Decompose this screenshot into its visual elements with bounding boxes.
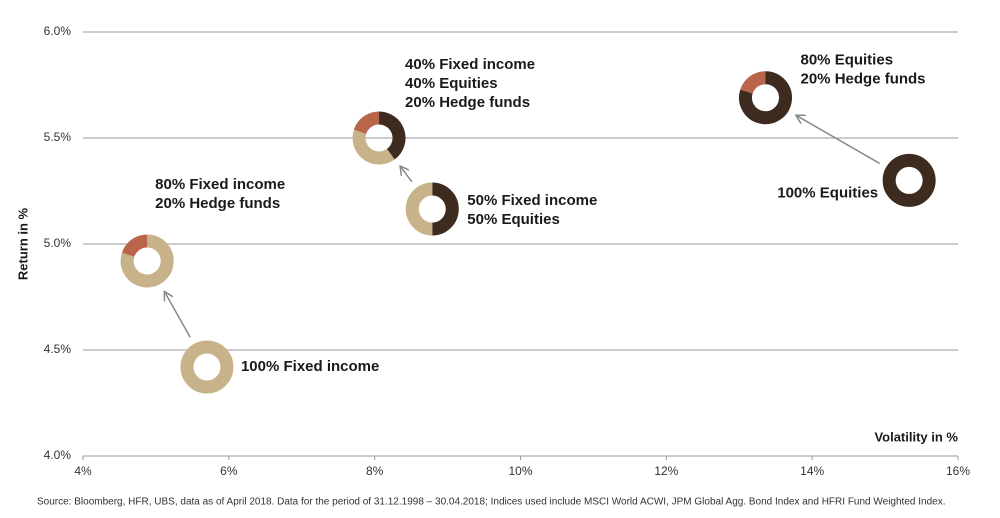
donut-point (120, 234, 174, 288)
y-tick-label: 4.5% (44, 342, 72, 356)
point-label: 100% Fixed income (241, 358, 379, 375)
x-tick-label: 8% (366, 464, 384, 478)
donut-segment (405, 182, 433, 236)
point-label: 80% Equities (801, 52, 894, 69)
source-note: Source: Bloomberg, HFR, UBS, data as of … (37, 497, 945, 508)
x-tick-label: 10% (508, 464, 532, 478)
x-tick-label: 12% (654, 464, 678, 478)
point-label: 20% Hedge funds (405, 94, 530, 111)
donut-point (180, 340, 234, 394)
donut-segment (353, 111, 380, 135)
x-tick-label: 14% (800, 464, 824, 478)
donut-point (352, 111, 406, 165)
point-label: 40% Fixed income (405, 56, 535, 73)
point-label: 20% Hedge funds (801, 71, 926, 88)
donut-segment (121, 234, 148, 258)
point-label: 80% Fixed income (155, 176, 285, 193)
y-tick-label: 4.0% (44, 448, 72, 462)
point-label: 20% Hedge funds (155, 195, 280, 212)
y-axis-title: Return in % (15, 207, 30, 280)
arrow (165, 292, 191, 338)
donut-segment (431, 182, 459, 236)
donut-segment (740, 71, 767, 95)
point-label: 100% Equities (777, 184, 878, 201)
donut-segment (739, 71, 792, 125)
point-label: 50% Fixed income (467, 192, 597, 209)
y-tick-label: 5.5% (44, 130, 72, 144)
arrow (797, 116, 881, 165)
y-tick-label: 6.0% (44, 24, 72, 38)
x-tick-label: 16% (946, 464, 970, 478)
donut-segment (882, 153, 936, 207)
x-axis-title: Volatility in % (874, 429, 958, 444)
donut-segment (120, 234, 174, 288)
donut-segment (352, 129, 395, 165)
arrow (401, 167, 413, 183)
donut-segment (378, 111, 406, 160)
point-label: 40% Equities (405, 75, 498, 92)
donut-point (882, 153, 936, 207)
x-tick-label: 4% (74, 464, 92, 478)
donut-point (405, 182, 459, 236)
x-tick-label: 6% (220, 464, 238, 478)
point-label: 50% Equities (467, 211, 560, 228)
y-tick-label: 5.0% (44, 236, 72, 250)
donut-segment (180, 340, 234, 394)
donut-point (739, 71, 792, 125)
